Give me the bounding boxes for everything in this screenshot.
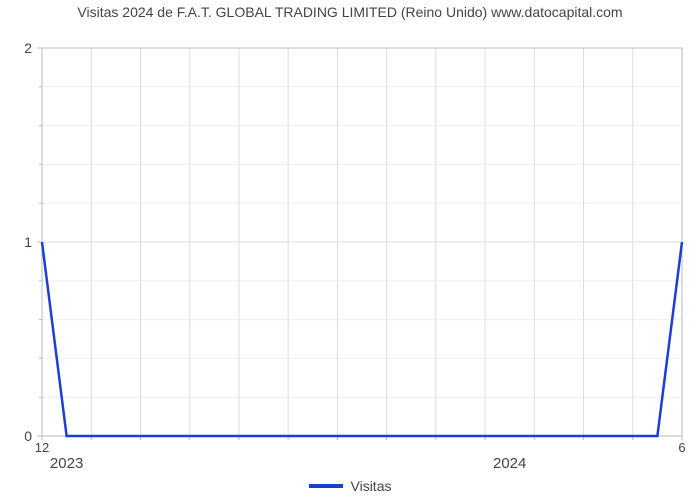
legend-label: Visitas — [351, 478, 392, 494]
svg-text:0: 0 — [24, 428, 32, 444]
chart-plot-area: 01212620232024 — [0, 22, 700, 482]
svg-text:2023: 2023 — [50, 455, 83, 472]
svg-text:6: 6 — [678, 440, 685, 455]
chart-title: Visitas 2024 de F.A.T. GLOBAL TRADING LI… — [0, 4, 700, 20]
svg-text:2: 2 — [24, 40, 32, 56]
visits-line-chart: Visitas 2024 de F.A.T. GLOBAL TRADING LI… — [0, 0, 700, 500]
legend-swatch — [309, 484, 343, 488]
legend-item-visitas: Visitas — [309, 478, 392, 494]
chart-legend: Visitas — [0, 475, 700, 494]
svg-text:1: 1 — [24, 234, 32, 250]
svg-text:2024: 2024 — [493, 455, 526, 472]
svg-text:12: 12 — [35, 440, 49, 455]
